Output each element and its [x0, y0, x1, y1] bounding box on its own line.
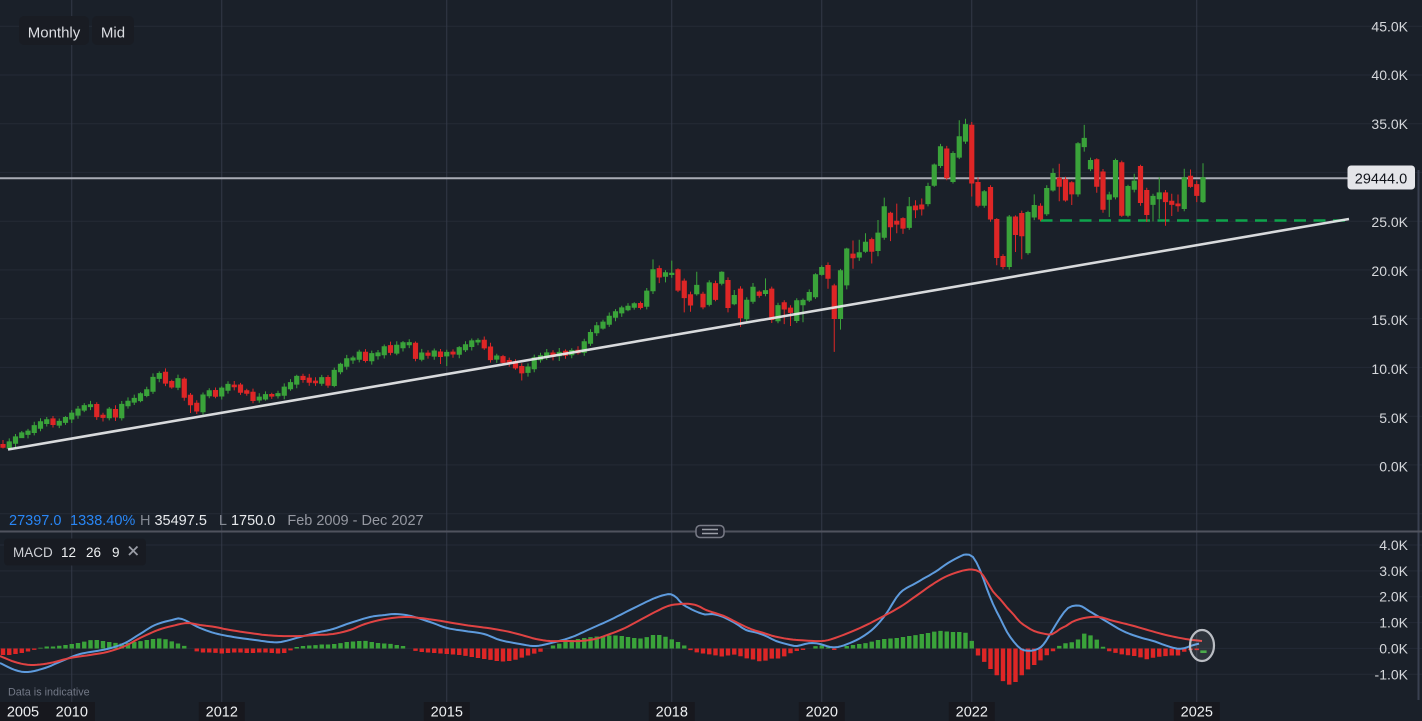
- svg-text:2.0K: 2.0K: [1379, 589, 1408, 605]
- svg-text:2005: 2005: [7, 705, 39, 721]
- svg-text:MACD: MACD: [13, 545, 53, 560]
- svg-text:2012: 2012: [206, 705, 238, 721]
- svg-text:5.0K: 5.0K: [1379, 410, 1408, 426]
- svg-text:2025: 2025: [1181, 705, 1213, 721]
- svg-text:3.0K: 3.0K: [1379, 563, 1408, 579]
- svg-text:1.0K: 1.0K: [1379, 615, 1408, 631]
- svg-text:35.0K: 35.0K: [1371, 116, 1408, 132]
- svg-text:2010: 2010: [56, 705, 88, 721]
- svg-text:2020: 2020: [806, 705, 838, 721]
- svg-text:2022: 2022: [956, 705, 988, 721]
- svg-text:-1.0K: -1.0K: [1375, 666, 1409, 682]
- svg-text:2015: 2015: [431, 705, 463, 721]
- svg-text:20.0K: 20.0K: [1371, 263, 1408, 279]
- svg-text:40.0K: 40.0K: [1371, 67, 1408, 83]
- svg-text:10.0K: 10.0K: [1371, 361, 1408, 377]
- svg-text:0.0K: 0.0K: [1379, 640, 1408, 656]
- svg-text:Mid: Mid: [101, 25, 125, 42]
- svg-text:2018: 2018: [656, 705, 688, 721]
- svg-text:45.0K: 45.0K: [1371, 18, 1408, 34]
- svg-text:29444.0: 29444.0: [1355, 172, 1407, 188]
- svg-text:25.0K: 25.0K: [1371, 214, 1408, 230]
- svg-text:4.0K: 4.0K: [1379, 537, 1408, 553]
- svg-text:15.0K: 15.0K: [1371, 312, 1408, 328]
- svg-text:Monthly: Monthly: [28, 25, 81, 42]
- svg-text:Data is indicative: Data is indicative: [8, 687, 90, 699]
- svg-text:0.0K: 0.0K: [1379, 459, 1408, 475]
